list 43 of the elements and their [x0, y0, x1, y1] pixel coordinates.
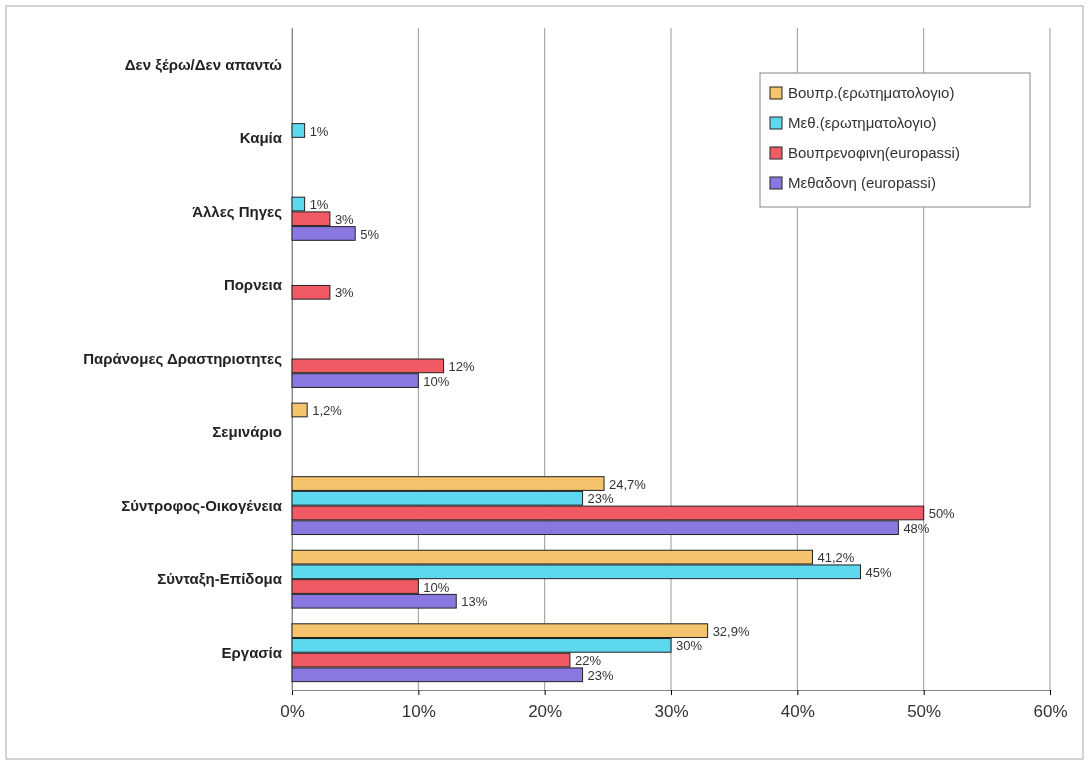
y-tick-label: Σύνταξη-Επίδομα	[157, 570, 283, 588]
data-label: 30%	[676, 638, 703, 654]
y-tick-label: Άλλες Πηγες	[192, 202, 283, 220]
x-tick-label: 40%	[780, 701, 815, 721]
data-label: 1%	[309, 123, 329, 139]
y-tick-label: Δεν ξέρω/Δεν απαντώ	[124, 55, 283, 73]
y-tick-label: Παράνομες Δραστηριοτητες	[83, 349, 283, 367]
data-label: 13%	[461, 594, 488, 610]
data-label: 32,9%	[712, 623, 750, 639]
data-label: 1,2%	[312, 403, 343, 419]
x-tick-label: 0%	[280, 701, 305, 721]
bar	[291, 284, 331, 300]
data-label: 10%	[423, 579, 450, 595]
legend-label: Βουπρενοφινη(europassi)	[788, 144, 960, 162]
x-tick-label: 10%	[401, 701, 436, 721]
legend-label: Μεθαδονη (europassi)	[788, 174, 936, 192]
data-label: 23%	[587, 491, 615, 507]
y-tick-label: Σεμινάριο	[212, 423, 282, 441]
x-tick-label: 20%	[528, 701, 563, 721]
data-label: 50%	[928, 506, 956, 522]
y-tick-label: Πορνεια	[223, 276, 283, 294]
data-label: 48%	[903, 520, 930, 536]
data-label: 41,2%	[817, 550, 855, 566]
data-label: 23%	[587, 667, 615, 683]
y-tick-label: Καμία	[239, 129, 283, 147]
data-label: 45%	[865, 564, 892, 580]
data-label: 24,7%	[609, 476, 647, 492]
legend-label: Μεθ.(ερωτηματολογιο)	[788, 114, 937, 132]
data-label: 10%	[423, 373, 450, 389]
y-tick-label: Εργασία	[221, 644, 283, 662]
data-label: 22%	[574, 653, 602, 669]
data-label: 1%	[309, 197, 329, 213]
x-tick-label: 30%	[654, 701, 689, 721]
bar	[291, 123, 306, 138]
x-tick-label: 60%	[1033, 701, 1068, 721]
data-label: 3%	[334, 211, 355, 227]
legend-label: Βουπρ.(ερωτηματολογιο)	[788, 84, 955, 102]
data-label: 5%	[360, 226, 380, 242]
x-tick-label: 50%	[907, 701, 942, 721]
bar	[291, 402, 308, 418]
data-label: 3%	[334, 285, 355, 301]
y-tick-label: Σύντροφος-Οικογένεια	[121, 496, 283, 514]
data-label: 12%	[448, 358, 476, 374]
